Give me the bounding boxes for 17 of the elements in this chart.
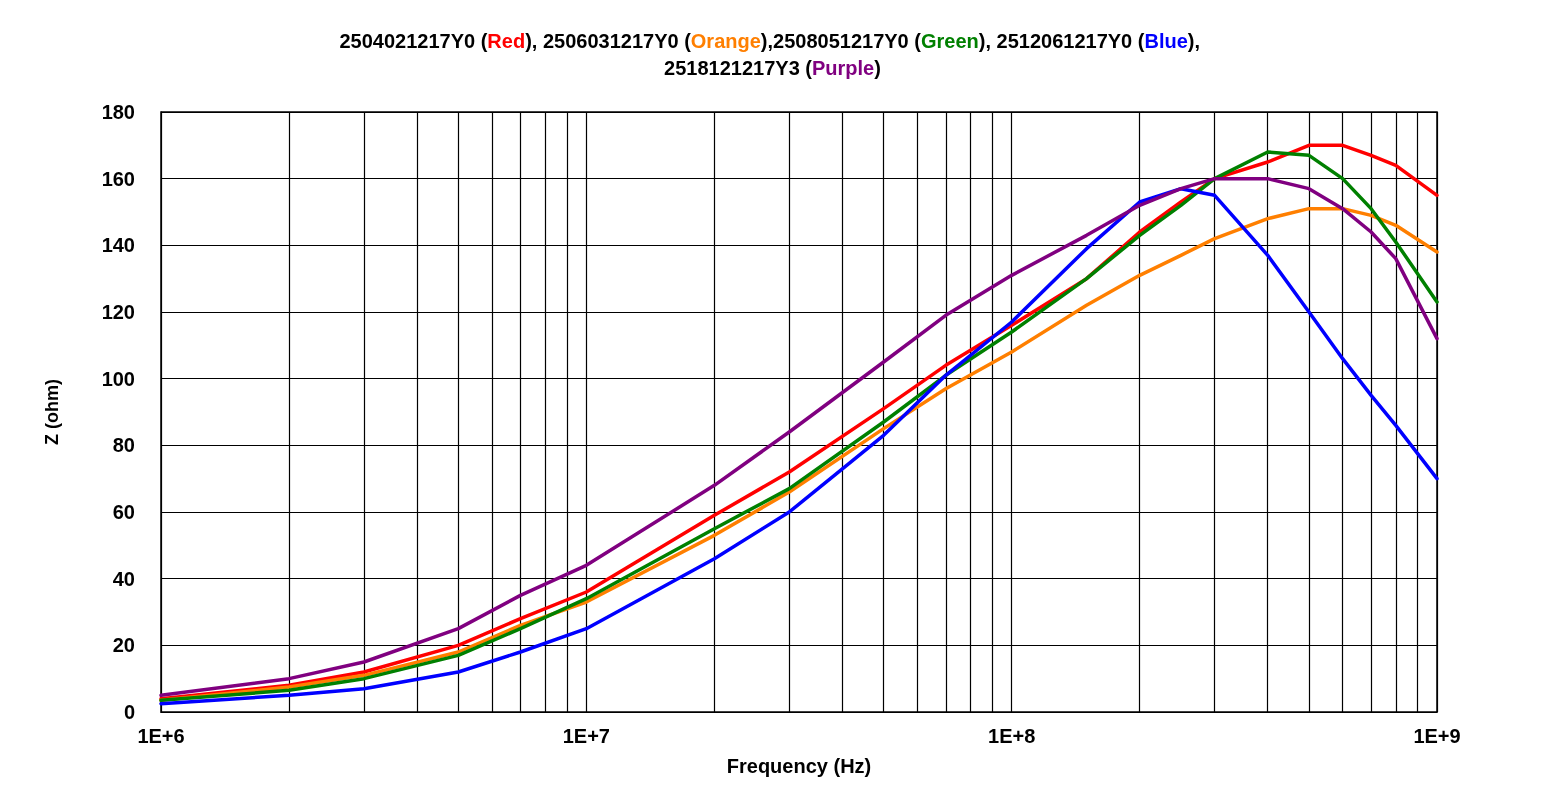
x-tick-label: 1E+6	[137, 725, 185, 747]
y-tick-label: 180	[101, 101, 135, 123]
x-tick-label: 1E+8	[988, 725, 1036, 747]
y-tick-label: 100	[101, 367, 135, 390]
y-tick-label: 80	[112, 434, 135, 457]
y-tick-label: 40	[112, 567, 135, 590]
x-tick-label: 1E+9	[1413, 725, 1461, 747]
y-tick-label: 60	[112, 501, 135, 523]
y-axis-title: Z (ohm)	[42, 379, 62, 445]
y-tick-label: 0	[123, 701, 135, 723]
y-tick-label: 20	[112, 634, 135, 657]
y-tick-label: 120	[101, 301, 135, 323]
chart-title: 2504021217Y0 (Red), 2506031217Y0 (Orange),2508051217Y0 (Green), 2512061217Y0 (Blue), 2518121217Y3 (Purple)	[339, 29, 1200, 79]
x-axis-title: Frequency (Hz)	[726, 755, 872, 777]
y-tick-label: 160	[101, 167, 135, 190]
y-tick-label: 140	[101, 234, 135, 257]
x-tick-label: 1E+7	[562, 725, 610, 747]
